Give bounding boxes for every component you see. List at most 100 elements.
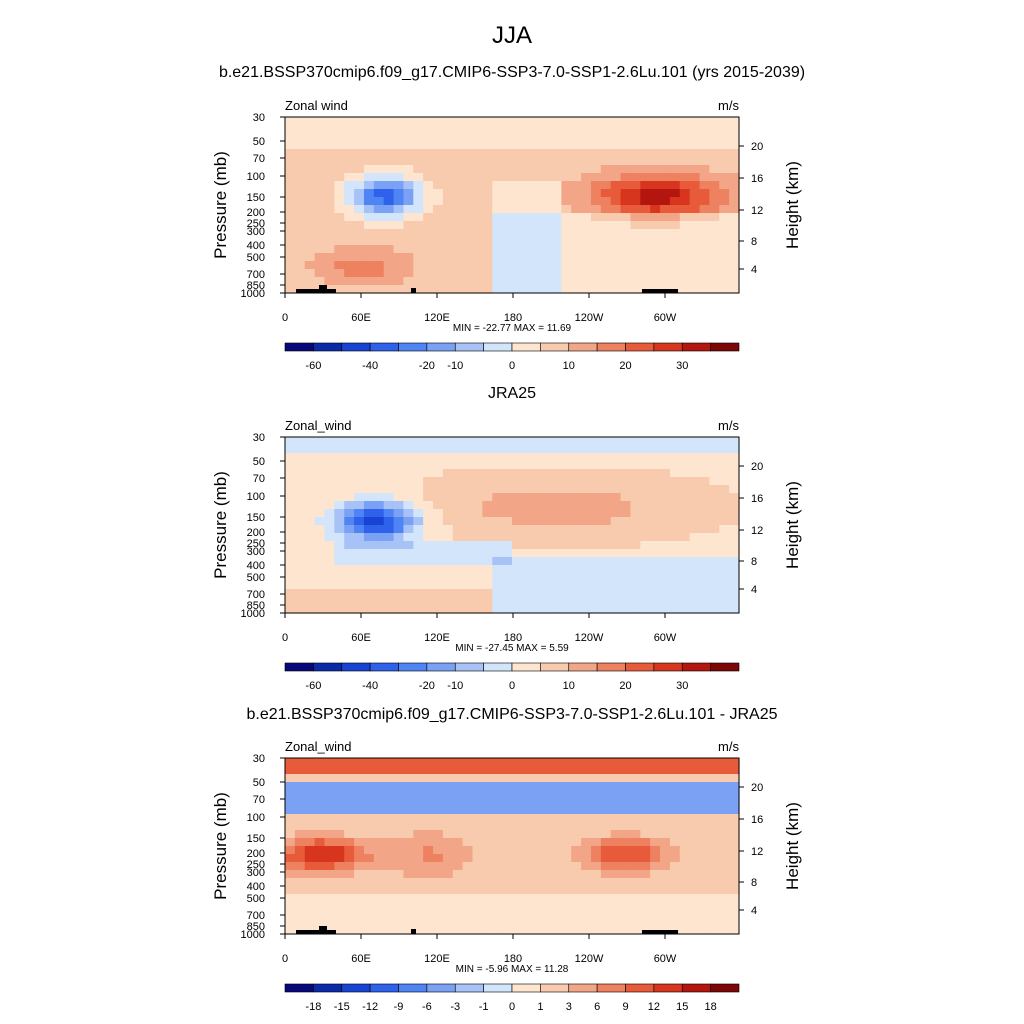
heatmap-cell <box>383 253 395 262</box>
heatmap-cell <box>660 814 671 823</box>
heatmap-cell <box>314 838 326 847</box>
heatmap-cell <box>571 766 582 775</box>
heatmap-cell <box>492 758 503 767</box>
heatmap-cell <box>561 237 572 246</box>
heatmap-cell <box>660 477 671 486</box>
colorbar-segment <box>426 342 456 352</box>
heatmap-cell <box>699 253 710 262</box>
heatmap-cell <box>373 758 385 767</box>
heatmap-cell <box>314 862 326 871</box>
heatmap-cell <box>294 437 306 446</box>
heatmap-cell <box>413 597 424 606</box>
y-tick-label: 700 <box>247 910 265 922</box>
heatmap-cell <box>610 141 622 150</box>
heatmap-cell <box>324 445 335 454</box>
heatmap-cell <box>729 605 740 614</box>
heatmap-cell <box>590 141 602 150</box>
heatmap-cell <box>285 485 296 494</box>
heatmap-cell <box>433 557 444 566</box>
heatmap-cell <box>581 237 592 246</box>
heatmap-cell <box>551 141 562 150</box>
heatmap-cell <box>482 878 493 887</box>
heatmap-cell <box>492 525 503 534</box>
heatmap-cell <box>719 830 730 839</box>
heatmap-cell <box>492 509 503 518</box>
heatmap-cell <box>304 854 316 863</box>
heatmap-cell <box>640 894 651 903</box>
heatmap-cell <box>354 862 365 871</box>
heatmap-cell <box>354 822 365 831</box>
heatmap-cell <box>482 485 493 494</box>
colorbar-segment <box>284 983 314 993</box>
heatmap-cell <box>294 822 306 831</box>
heatmap-cell <box>314 758 326 767</box>
heatmap-cell <box>304 469 316 478</box>
heatmap-cell <box>354 213 365 222</box>
heatmap-cell <box>640 790 651 799</box>
heatmap-cell <box>610 846 622 855</box>
heatmap-cell <box>373 141 385 150</box>
y2-tick-label: 4 <box>751 905 757 917</box>
heatmap-cell <box>413 125 424 134</box>
heatmap-cell <box>709 165 720 174</box>
heatmap-cell <box>630 253 641 262</box>
heatmap-cell <box>679 565 691 574</box>
heatmap-cell <box>462 766 474 775</box>
heatmap-cell <box>660 189 671 198</box>
heatmap-cell <box>561 525 572 534</box>
heatmap-cell <box>521 533 533 542</box>
heatmap-cell <box>413 573 424 582</box>
heatmap-cell <box>502 173 513 182</box>
colorbar-label: 20 <box>619 360 631 372</box>
heatmap-cell <box>581 581 592 590</box>
heatmap-cell <box>709 910 720 919</box>
heatmap-cell <box>709 237 720 246</box>
heatmap-cell <box>600 854 612 863</box>
heatmap-cell <box>581 525 592 534</box>
heatmap-cell <box>699 533 710 542</box>
heatmap-cell <box>561 245 572 254</box>
heatmap-cell <box>373 517 385 526</box>
heatmap-cell <box>640 453 651 462</box>
heatmap-cell <box>344 549 355 558</box>
heatmap-cell <box>571 133 582 142</box>
heatmap-cell <box>551 237 562 246</box>
heatmap-cell <box>521 501 533 510</box>
heatmap-cell <box>482 477 493 486</box>
heatmap-cell <box>363 589 375 598</box>
heatmap-cell <box>541 165 553 174</box>
heatmap-cell <box>709 822 720 831</box>
heatmap-cell <box>344 501 355 510</box>
heatmap-cell <box>669 157 681 166</box>
heatmap-cell <box>403 533 414 542</box>
heatmap-cell <box>581 902 592 911</box>
heatmap-cell <box>383 517 395 526</box>
heatmap-cell <box>433 846 444 855</box>
heatmap-cell <box>541 117 553 126</box>
heatmap-cell <box>689 910 701 919</box>
heatmap-cell <box>413 453 424 462</box>
heatmap-cell <box>551 277 562 286</box>
heatmap-cell <box>363 798 375 807</box>
heatmap-cell <box>324 149 335 158</box>
heatmap-cell <box>709 782 720 791</box>
heatmap-cell <box>679 237 691 246</box>
heatmap-cell <box>660 197 671 206</box>
heatmap-cell <box>314 117 326 126</box>
heatmap-cell <box>561 597 572 606</box>
heatmap-cell <box>383 533 395 542</box>
heatmap-cell <box>393 918 405 927</box>
colorbar-segment <box>426 983 456 993</box>
heatmap-cell <box>551 477 562 486</box>
heatmap-cell <box>433 285 444 294</box>
heatmap-cell <box>413 461 424 470</box>
heatmap-cell <box>512 469 523 478</box>
heatmap-cell <box>669 461 681 470</box>
heatmap-cell <box>600 557 612 566</box>
heatmap-cell <box>689 774 701 783</box>
heatmap-cell <box>541 197 553 206</box>
heatmap-cell <box>669 197 681 206</box>
heatmap-cell <box>285 157 296 166</box>
heatmap-cell <box>383 589 395 598</box>
heatmap-cell <box>393 790 405 799</box>
